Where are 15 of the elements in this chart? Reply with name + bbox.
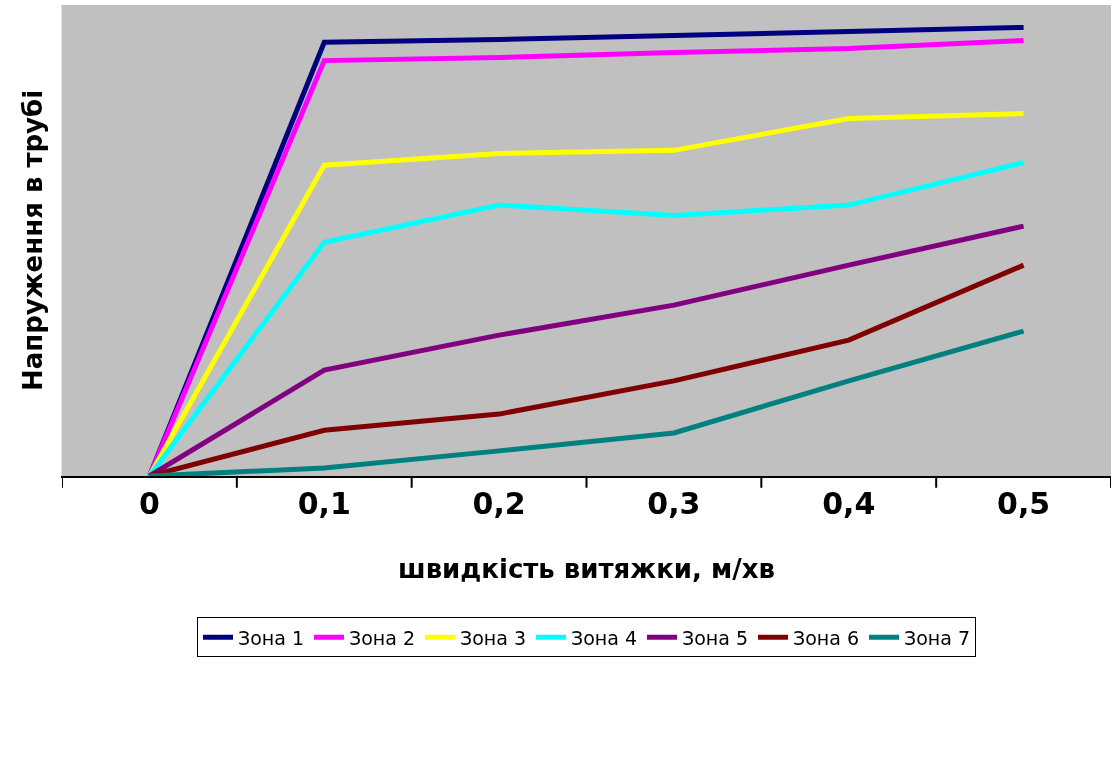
legend-label: Зона 6 bbox=[793, 626, 859, 649]
legend-label: Зона 2 bbox=[349, 626, 415, 649]
x-tick-label: 0,2 bbox=[472, 486, 526, 521]
x-axis-title: швидкість витяжки, м/хв bbox=[398, 554, 775, 585]
x-tick-label: 0 bbox=[138, 486, 160, 521]
x-tick-label: 0,1 bbox=[297, 486, 351, 521]
x-tick-label: 0,4 bbox=[822, 486, 876, 521]
x-tick-label: 0,3 bbox=[647, 486, 701, 521]
legend-label: Зона 5 bbox=[682, 626, 748, 649]
legend-label: Зона 7 bbox=[904, 626, 970, 649]
x-tick-label: 0,5 bbox=[997, 486, 1051, 521]
y-axis-title: Напруження в трубі bbox=[18, 89, 49, 392]
legend-label: Зона 3 bbox=[460, 626, 526, 649]
legend-label: Зона 4 bbox=[571, 626, 637, 649]
legend-label: Зона 1 bbox=[238, 626, 304, 649]
